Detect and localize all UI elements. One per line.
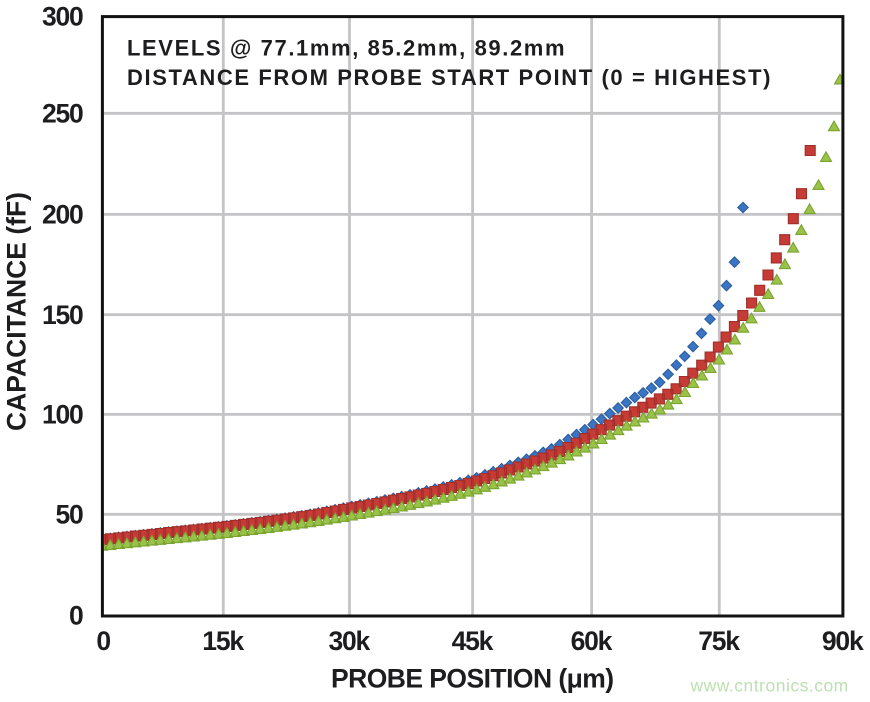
svg-text:250: 250 bbox=[42, 98, 83, 128]
svg-text:0: 0 bbox=[96, 626, 110, 656]
svg-text:15k: 15k bbox=[202, 626, 244, 656]
svg-text:75k: 75k bbox=[698, 626, 740, 656]
svg-text:CAPACITANCE (fF): CAPACITANCE (fF) bbox=[2, 192, 32, 431]
svg-text:50: 50 bbox=[56, 499, 84, 529]
svg-text:200: 200 bbox=[42, 200, 83, 230]
svg-text:LEVELS @ 77.1mm, 85.2mm, 89.2m: LEVELS @ 77.1mm, 85.2mm, 89.2mm bbox=[127, 36, 566, 61]
svg-text:100: 100 bbox=[42, 400, 83, 430]
svg-text:www.cntronics.com: www.cntronics.com bbox=[690, 676, 849, 696]
svg-text:150: 150 bbox=[42, 300, 83, 330]
svg-text:0: 0 bbox=[69, 601, 83, 631]
svg-text:45k: 45k bbox=[452, 626, 494, 656]
svg-text:90k: 90k bbox=[822, 626, 864, 656]
svg-text:DISTANCE FROM PROBE START POIN: DISTANCE FROM PROBE START POINT (0 = HIG… bbox=[127, 65, 772, 90]
svg-text:300: 300 bbox=[42, 1, 83, 31]
svg-text:60k: 60k bbox=[571, 626, 613, 656]
svg-text:30k: 30k bbox=[328, 626, 370, 656]
svg-text:PROBE POSITION (μm): PROBE POSITION (μm) bbox=[331, 664, 614, 694]
